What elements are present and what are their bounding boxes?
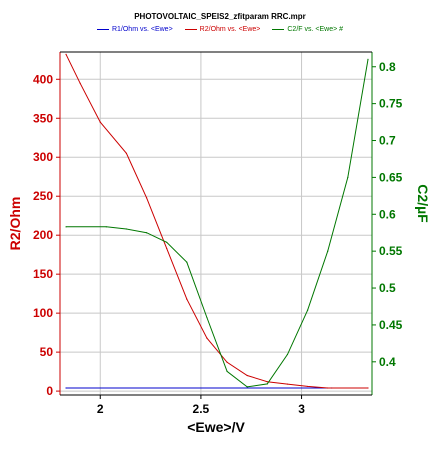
data-point-1: [327, 387, 329, 389]
legend-swatch-r1: [96, 29, 109, 30]
y-left-tick-label: 250: [33, 189, 53, 203]
data-point-2: [166, 241, 168, 243]
data-point-1: [145, 197, 148, 199]
legend-label-r2: R2/Ohm vs. <Ewe>: [199, 26, 261, 33]
data-point-0: [65, 387, 67, 389]
x-tick-label: 3: [298, 402, 305, 416]
data-point-2: [65, 226, 67, 228]
data-point-2: [327, 250, 329, 252]
legend-item-r2: R2/Ohm vs. <Ewe>: [184, 26, 261, 33]
chart-title: PHOTOVOLTAIC_SPEIS2_zfitparam RRC.mpr: [134, 12, 306, 21]
x-axis-label: <Ewe>/V: [187, 419, 245, 435]
y-left-axis-label: R2/Ohm: [7, 197, 23, 251]
data-point-1: [226, 361, 228, 363]
data-point-2: [145, 232, 148, 234]
y-right-tick-label: 0.75: [379, 97, 403, 111]
data-point-1: [206, 337, 208, 339]
data-point-1: [166, 247, 168, 250]
x-tick-label: 2.5: [193, 402, 210, 416]
legend: R1/Ohm vs. <Ewe> R2/Ohm vs. <Ewe> C2/F v…: [0, 26, 440, 33]
data-point-2: [246, 386, 248, 388]
data-point-2: [105, 226, 107, 228]
legend-label-c2: C2/F vs. <Ewe> #: [287, 26, 344, 33]
y-left-tick-label: 350: [33, 111, 53, 125]
data-point-1: [125, 152, 128, 154]
legend-swatch-c2: [272, 29, 285, 30]
y-right-tick-label: 0.5: [379, 281, 396, 295]
data-point-1: [306, 385, 309, 388]
y-left-tick-label: 400: [33, 72, 53, 86]
data-point-1: [186, 298, 188, 300]
plot-area: [60, 52, 372, 395]
legend-label-r1: R1/Ohm vs. <Ewe>: [111, 26, 173, 33]
y-right-axis-label: C2/µF: [415, 184, 431, 223]
data-point-2: [306, 309, 309, 311]
y-left-tick-label: 300: [33, 150, 53, 164]
data-point-1: [65, 53, 67, 55]
data-point-2: [367, 58, 369, 60]
x-tick-label: 2: [97, 402, 104, 416]
data-point-1: [286, 383, 289, 385]
data-point-1: [266, 381, 268, 383]
y-right-tick-label: 0.8: [379, 60, 396, 74]
data-point-1: [79, 82, 81, 84]
data-point-1: [246, 374, 248, 377]
y-left-tick-label: 200: [33, 228, 53, 242]
data-point-2: [286, 353, 289, 356]
y-left-tick-label: 150: [33, 267, 53, 281]
data-point-2: [266, 383, 268, 385]
y-right-tick-label: 0.55: [379, 244, 403, 258]
y-right-tick-label: 0.65: [379, 170, 403, 184]
y-left-tick-label: 100: [33, 306, 53, 320]
y-right-tick-label: 0.4: [379, 355, 396, 369]
legend-swatch-r2: [184, 29, 197, 30]
y-right-tick-label: 0.45: [379, 318, 403, 332]
data-point-2: [186, 261, 188, 263]
y-left-tick-label: 50: [40, 345, 54, 359]
y-left-tick-label: 0: [46, 384, 53, 398]
data-point-2: [226, 370, 228, 372]
legend-item-c2: C2/F vs. <Ewe> #: [272, 26, 343, 33]
y-right-tick-label: 0.6: [379, 207, 396, 221]
data-point-2: [347, 176, 349, 178]
data-point-2: [206, 316, 208, 319]
data-point-1: [367, 387, 369, 389]
data-point-2: [125, 228, 128, 230]
legend-item-r1: R1/Ohm vs. <Ewe>: [96, 26, 173, 33]
y-right-tick-label: 0.7: [379, 134, 396, 148]
data-point-1: [99, 121, 101, 123]
